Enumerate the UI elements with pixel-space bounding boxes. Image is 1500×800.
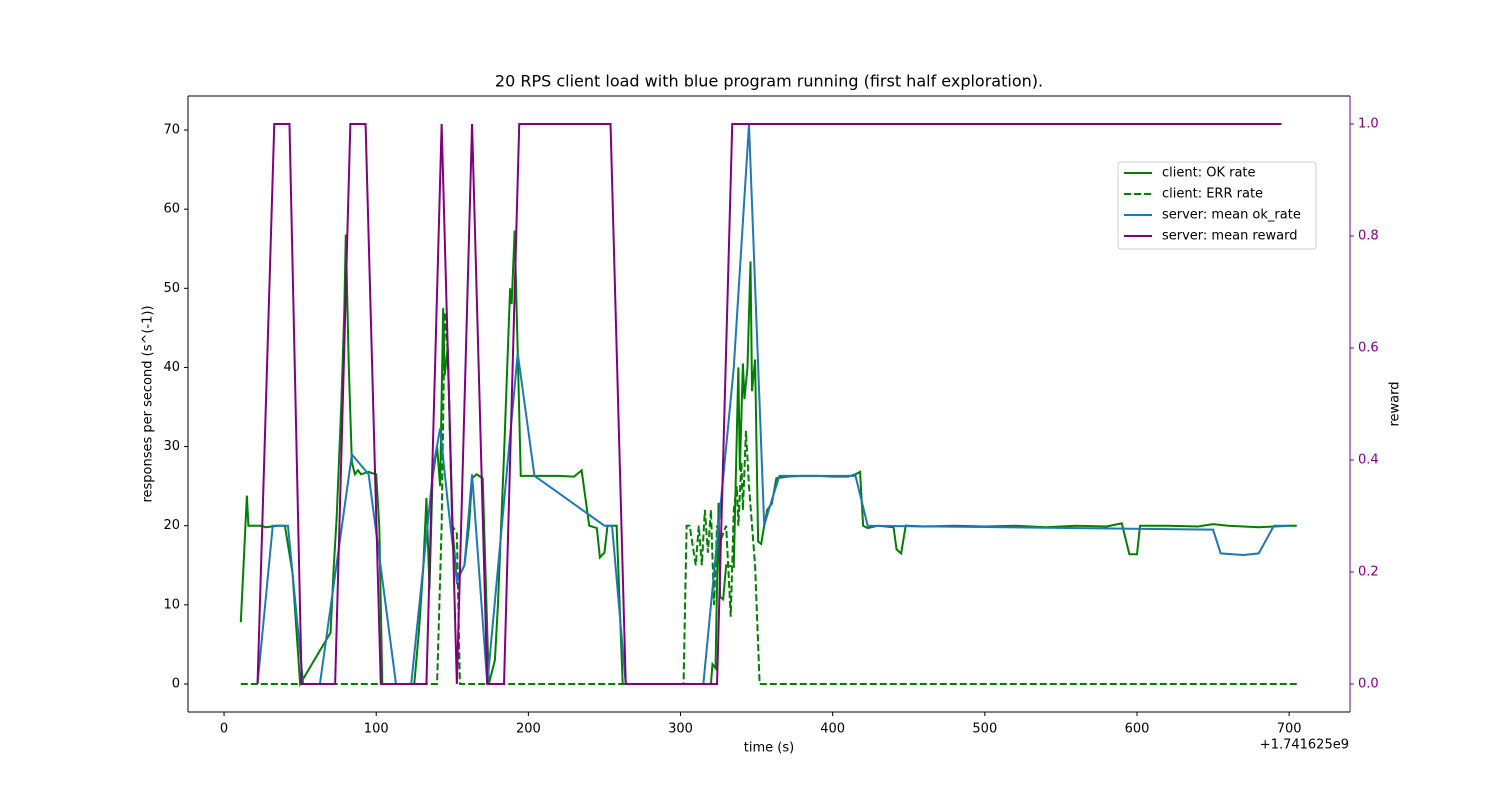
y2-tick-label: 0.8 [1358, 229, 1379, 244]
legend-label: client: OK rate [1162, 166, 1256, 181]
y2-tick-label: 1.0 [1358, 117, 1379, 132]
x-tick-label: 700 [1277, 722, 1302, 737]
y2-tick-label: 0.6 [1358, 341, 1379, 356]
y-tick-label: 10 [163, 597, 180, 612]
y2-axis-label: reward [1388, 381, 1403, 426]
x-tick-label: 100 [364, 722, 389, 737]
y-tick-label: 50 [163, 281, 180, 296]
chart-title: 20 RPS client load with blue program run… [495, 72, 1043, 91]
x-tick-label: 200 [516, 722, 541, 737]
legend-label: client: ERR rate [1162, 187, 1263, 202]
series-line [240, 311, 1297, 685]
y-tick-label: 20 [163, 518, 180, 533]
y-tick-label: 40 [163, 360, 180, 375]
x-tick-label: 300 [668, 722, 693, 737]
y-tick-label: 70 [163, 123, 180, 138]
y2-tick-label: 0.2 [1358, 565, 1379, 580]
y-tick-label: 30 [163, 439, 180, 454]
series-line [256, 123, 1282, 685]
x-tick-label: 500 [972, 722, 997, 737]
x-axis-label: time (s) [744, 741, 794, 756]
x-tick-label: 400 [820, 722, 845, 737]
y-axis-label: responses per second (s^(-1)) [141, 305, 156, 502]
y-tick-label: 60 [163, 202, 180, 217]
y-tick-label: 0 [172, 676, 180, 691]
legend-label: server: mean ok_rate [1162, 208, 1301, 223]
legend-label: server: mean reward [1162, 229, 1297, 244]
x-tick-label: 600 [1125, 722, 1150, 737]
x-tick-label: 0 [220, 722, 228, 737]
series-line [256, 124, 1290, 685]
legend-frame [1117, 161, 1317, 250]
x-offset-label: +1.741625e9 [1260, 738, 1349, 753]
series-line [239, 230, 1297, 688]
y2-tick-label: 0.4 [1358, 453, 1379, 468]
y2-tick-label: 0.0 [1358, 677, 1379, 692]
